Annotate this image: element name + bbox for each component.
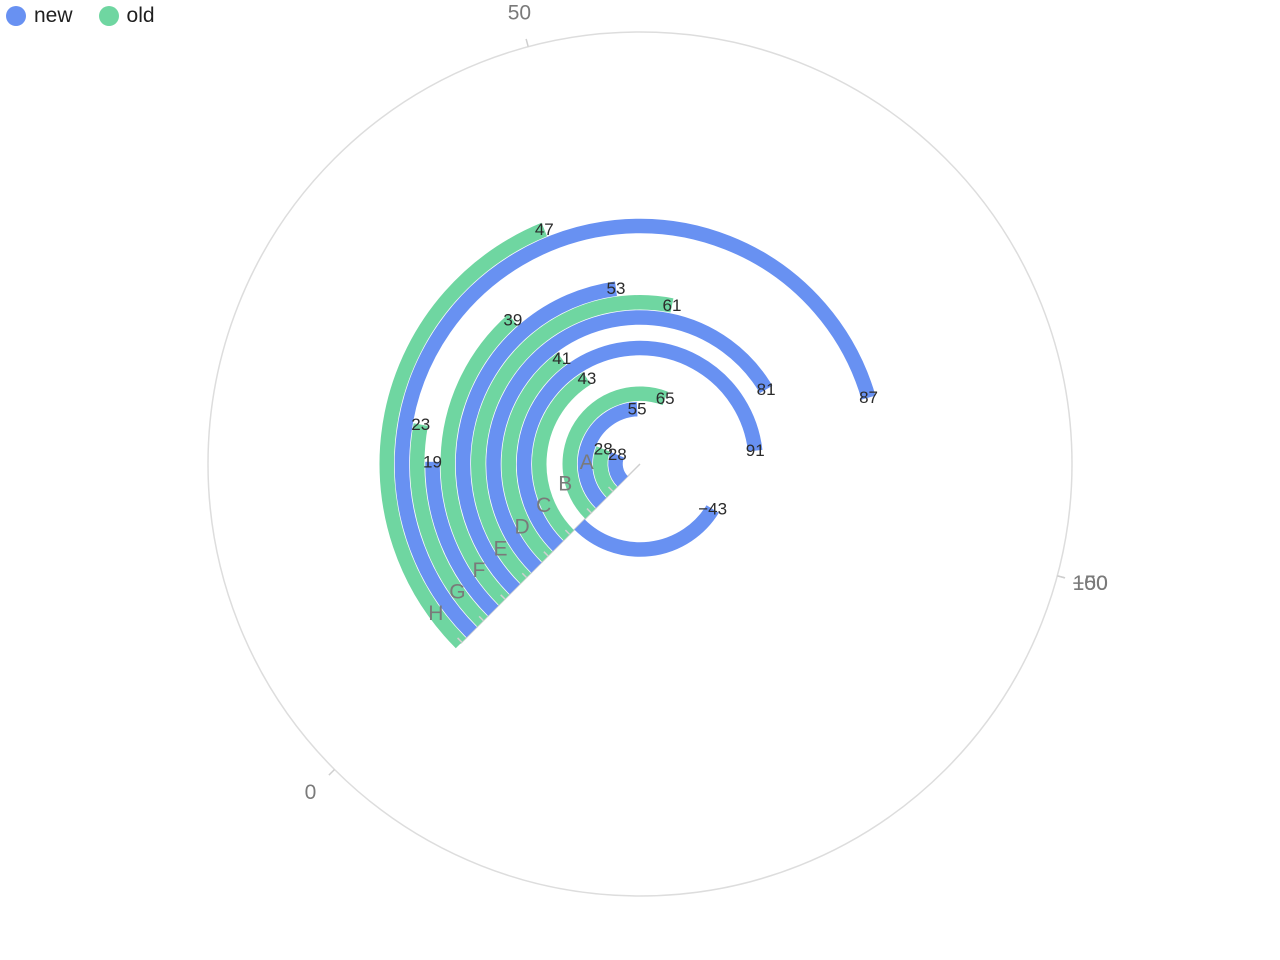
category-tick-mark xyxy=(564,529,571,535)
value-label-new-B: 55 xyxy=(628,400,647,419)
category-tick-mark xyxy=(586,508,592,514)
bar-old-A[interactable] xyxy=(593,446,618,498)
bar-new-H[interactable] xyxy=(394,218,876,638)
angle-tick-mark xyxy=(525,38,529,47)
bar-old-G[interactable] xyxy=(410,423,488,627)
value-label-old-G: 23 xyxy=(411,415,430,434)
legend: new old xyxy=(6,4,155,28)
category-label-D: D xyxy=(515,516,530,539)
value-label-new-F: 53 xyxy=(607,279,626,298)
bar-old-B[interactable] xyxy=(562,386,668,519)
bar-new-F[interactable] xyxy=(455,281,617,595)
category-label-B: B xyxy=(558,473,572,496)
legend-label-new: new xyxy=(34,4,73,27)
bar-new-B[interactable] xyxy=(577,401,638,509)
legend-swatch-old xyxy=(98,6,119,26)
bar-new-G[interactable] xyxy=(425,461,499,616)
bar-new-A[interactable] xyxy=(608,452,629,487)
category-label-A: A xyxy=(580,451,594,474)
category-tick-mark xyxy=(608,486,614,492)
value-label-old-C: 43 xyxy=(577,369,596,388)
angle-tick-label: 100 xyxy=(1073,572,1108,595)
category-tick-mark xyxy=(521,572,528,579)
polar-outer-circle xyxy=(207,31,1073,897)
bar-old-H[interactable] xyxy=(379,222,548,649)
category-tick-mark xyxy=(457,637,463,643)
value-label-old-F: 39 xyxy=(503,310,522,329)
bar-old-E[interactable] xyxy=(471,295,674,584)
angle-tick-mark xyxy=(1057,575,1066,579)
angle-tick-label: 0 xyxy=(305,781,317,804)
value-label-new-C: −43 xyxy=(698,500,727,519)
bar-old-C[interactable] xyxy=(532,372,591,541)
bar-new-E[interactable] xyxy=(486,310,773,573)
angle-tick-label: −50 xyxy=(1072,572,1108,595)
angle-tick-mark xyxy=(328,768,336,776)
value-label-old-H: 47 xyxy=(535,220,554,239)
value-label-new-H: 87 xyxy=(859,388,878,407)
value-label-old-D: 41 xyxy=(552,349,571,368)
bar-old-F[interactable] xyxy=(440,314,518,606)
category-tick-mark xyxy=(478,615,484,622)
legend-item-new[interactable]: new xyxy=(6,4,73,28)
value-label-new-E: 81 xyxy=(757,380,776,399)
bar-new-C[interactable] xyxy=(574,505,719,557)
category-label-H: H xyxy=(428,602,443,625)
legend-swatch-new xyxy=(6,6,26,26)
value-label-old-B: 65 xyxy=(656,389,675,408)
value-label-old-E: 61 xyxy=(663,296,682,315)
legend-item-old[interactable]: old xyxy=(98,4,155,28)
bar-old-D[interactable] xyxy=(501,352,567,562)
value-label-new-D: 91 xyxy=(746,441,765,460)
category-tick-mark xyxy=(500,594,506,600)
value-label-new-G: 19 xyxy=(423,452,442,471)
value-label-new-A: 28 xyxy=(608,445,627,464)
angle-tick-label: 50 xyxy=(508,1,531,24)
category-label-G: G xyxy=(449,580,465,603)
legend-label-old: old xyxy=(126,4,155,27)
category-label-C: C xyxy=(536,494,551,517)
category-tick-mark xyxy=(543,551,549,557)
category-label-E: E xyxy=(494,537,508,560)
value-label-old-A: 28 xyxy=(594,439,613,458)
category-label-F: F xyxy=(473,559,486,582)
bar-new-D[interactable] xyxy=(516,340,763,552)
